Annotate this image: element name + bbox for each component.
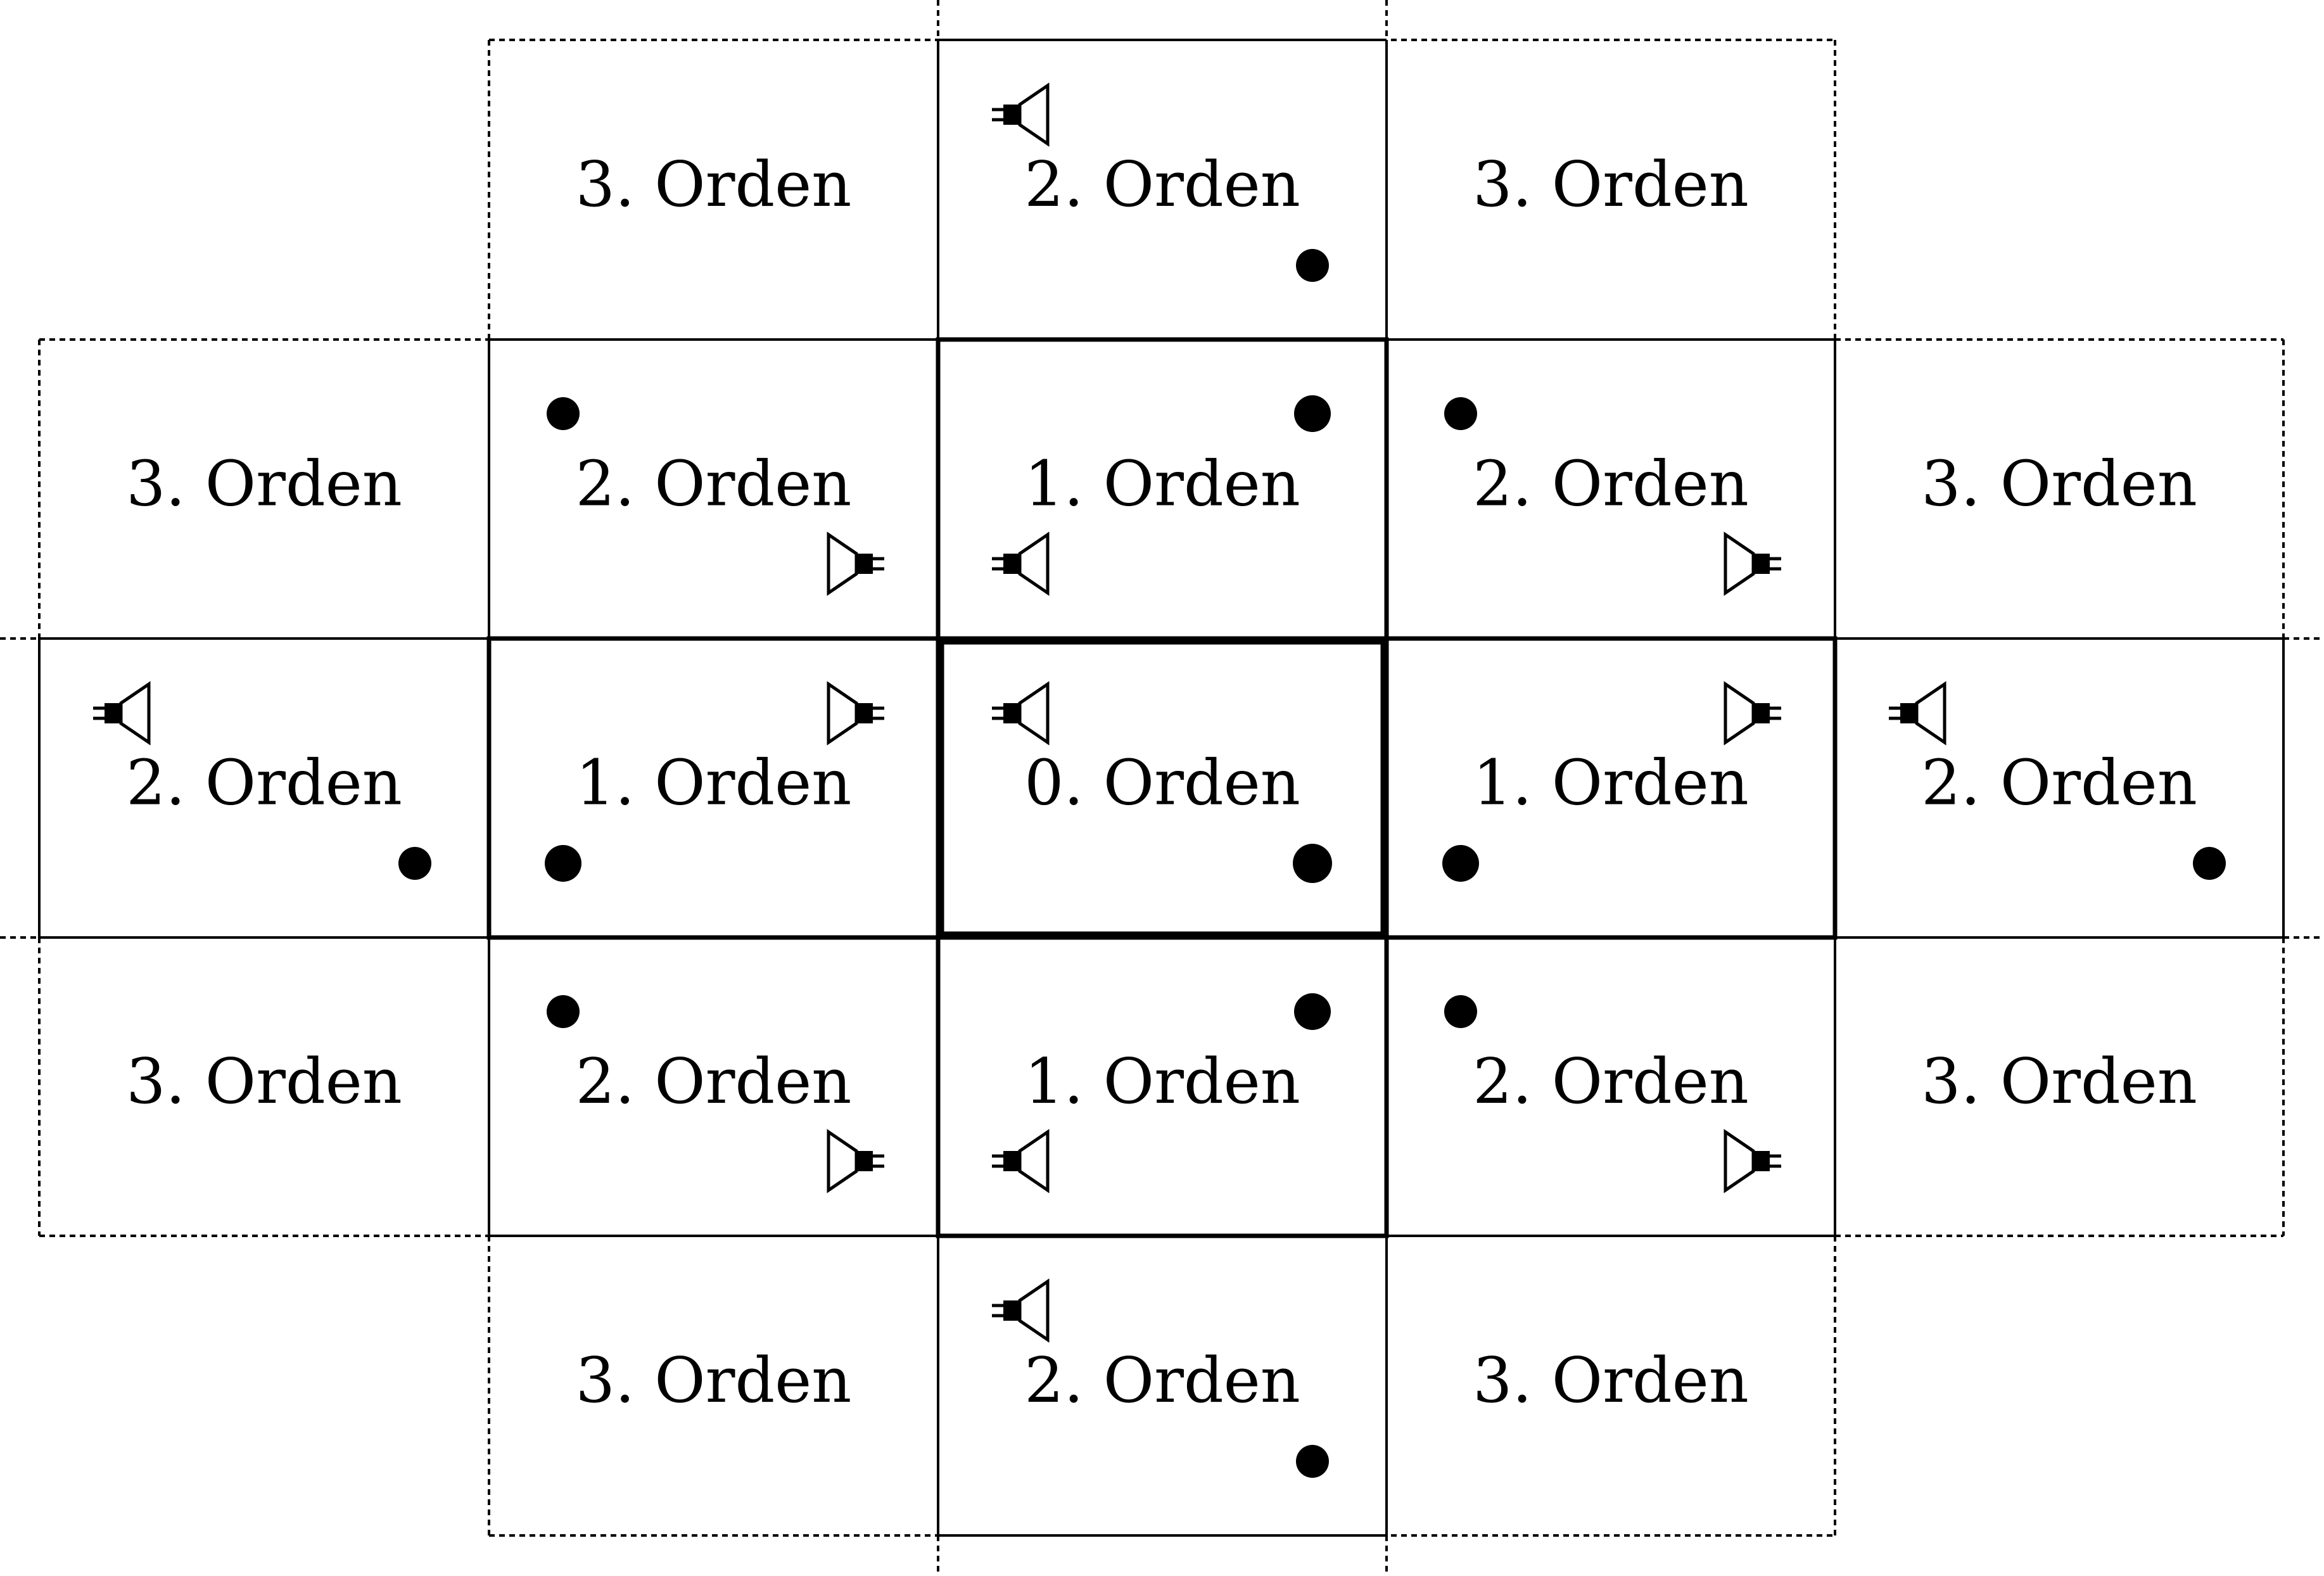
cell-r2c4: 2. Orden [1889, 681, 2226, 880]
speaker-icon [1724, 1129, 1781, 1193]
cell-r0c1: 3. Orden [576, 149, 852, 221]
speaker-cone [827, 1129, 858, 1193]
speaker-icon [827, 681, 884, 746]
cell-r0c3: 3. Orden [1473, 149, 1749, 221]
cell-label: 1. Orden [1024, 448, 1300, 521]
cell-r3c0: 3. Orden [126, 1046, 402, 1118]
cell-r3c4: 3. Orden [1921, 1046, 2197, 1118]
cell-r3c2: 1. Orden [992, 993, 1331, 1193]
speaker-magnet [1003, 703, 1020, 723]
speaker-icon [1724, 681, 1781, 746]
cell-label: 2. Orden [576, 448, 852, 521]
cell-label: 3. Orden [126, 448, 402, 521]
cell-r4c3: 3. Orden [1473, 1345, 1749, 1417]
cell-label: 1. Orden [1473, 747, 1749, 820]
speaker-icon [827, 1129, 884, 1193]
cell-r1c3: 2. Orden [1444, 397, 1781, 596]
speaker-magnet [856, 703, 873, 723]
speaker-icon [992, 1129, 1050, 1193]
source-dot [1442, 845, 1479, 882]
cell-label: 2. Orden [1024, 1345, 1300, 1417]
cell-label: 1. Orden [1024, 1046, 1300, 1118]
cell-label: 3. Orden [576, 1345, 852, 1417]
speaker-cone [1724, 1129, 1755, 1193]
source-dot [1444, 397, 1477, 430]
speaker-icon [1889, 681, 1946, 746]
cell-r1c1: 2. Orden [547, 397, 884, 596]
cell-r3c1: 2. Orden [547, 995, 884, 1193]
cell-label: 0. Orden [1024, 747, 1300, 820]
source-dot [1444, 995, 1477, 1028]
speaker-cone [1915, 681, 1946, 746]
speaker-cone [1018, 1129, 1050, 1193]
speaker-magnet [1900, 703, 1917, 723]
cell-r1c2: 1. Orden [992, 395, 1331, 596]
source-dot [2193, 847, 2226, 880]
cell-r0c2: 2. Orden [992, 82, 1329, 282]
source-dot [1294, 395, 1331, 432]
speaker-icon [992, 531, 1050, 596]
cell-label: 1. Orden [576, 747, 852, 820]
speaker-magnet [1753, 554, 1770, 574]
order-0-border [937, 637, 1388, 939]
cell-label: 2. Orden [126, 747, 402, 820]
cell-label: 3. Orden [1473, 1345, 1749, 1417]
source-dot [1296, 1445, 1329, 1478]
cell-label: 3. Orden [1921, 1046, 2197, 1118]
speaker-cone [1724, 531, 1755, 596]
speaker-icon [992, 681, 1050, 746]
cell-label: 3. Orden [126, 1046, 402, 1118]
speaker-cone [1018, 531, 1050, 596]
speaker-icon [992, 1278, 1050, 1343]
speaker-cone [119, 681, 151, 746]
cell-r2c0: 2. Orden [93, 681, 431, 880]
source-dot [1296, 249, 1329, 282]
cell-r1c4: 3. Orden [1921, 448, 2197, 521]
speaker-cone [1018, 82, 1050, 147]
speaker-magnet [1003, 1151, 1020, 1171]
source-dot [547, 397, 580, 430]
speaker-magnet [1753, 703, 1770, 723]
source-dot [1294, 993, 1331, 1030]
cell-r3c3: 2. Orden [1444, 995, 1781, 1193]
cell-r1c0: 3. Orden [126, 448, 402, 521]
cell-r2c2: 0. Orden [992, 681, 1332, 883]
speaker-magnet [1753, 1151, 1770, 1171]
cell-r2c1: 1. Orden [545, 681, 884, 882]
speaker-icon [992, 82, 1050, 147]
speaker-magnet [1003, 1300, 1020, 1321]
speaker-icon [1724, 531, 1781, 596]
speaker-cone [827, 531, 858, 596]
source-dot [545, 845, 581, 882]
low-order-borders [486, 337, 1838, 1238]
cell-label: 3. Orden [1473, 149, 1749, 221]
cell-r4c1: 3. Orden [576, 1345, 852, 1417]
source-dot [398, 847, 431, 880]
cell-r2c3: 1. Orden [1442, 681, 1781, 882]
cell-label: 2. Orden [1473, 1046, 1749, 1118]
cell-label: 2. Orden [1473, 448, 1749, 521]
speaker-magnet [1003, 105, 1020, 125]
cell-r4c2: 2. Orden [992, 1278, 1329, 1478]
speaker-icon [93, 681, 151, 746]
speaker-cone [1724, 681, 1755, 746]
cell-label: 3. Orden [1921, 448, 2197, 521]
speaker-cone [827, 681, 858, 746]
speaker-icon [827, 531, 884, 596]
source-dot [547, 995, 580, 1028]
cell-label: 2. Orden [576, 1046, 852, 1118]
speaker-cone [1018, 681, 1050, 746]
order-cells: 3. Orden 2. Orden 3. Orden 3. Orden 2. Orden… [93, 82, 2226, 1478]
speaker-magnet [856, 1151, 873, 1171]
cell-label: 2. Orden [1921, 747, 2197, 820]
source-dot [1293, 844, 1332, 883]
cell-label: 3. Orden [576, 149, 852, 221]
speaker-cone [1018, 1278, 1050, 1343]
speaker-magnet [105, 703, 121, 723]
speaker-magnet [856, 554, 873, 574]
cell-label: 2. Orden [1024, 149, 1300, 221]
speaker-magnet [1003, 554, 1020, 574]
